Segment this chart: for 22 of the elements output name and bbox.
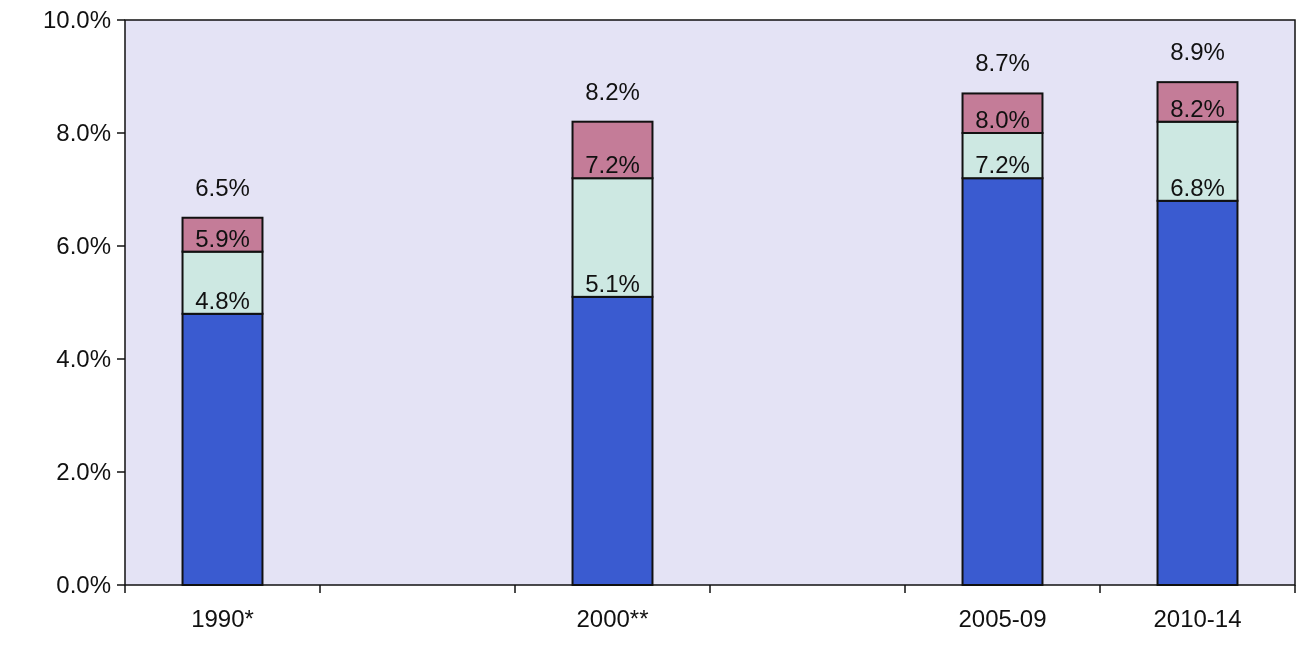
- annotation: 8.2%: [1170, 94, 1225, 122]
- y-tick-label: 2.0%: [56, 458, 111, 486]
- annotation: 7.2%: [975, 151, 1030, 179]
- y-tick-label: 8.0%: [56, 119, 111, 147]
- x-tick-label: 2010-14: [1153, 605, 1242, 632]
- x-tick-label: 2005-09: [958, 605, 1047, 632]
- annotation: 5.9%: [195, 224, 250, 252]
- annotation: 8.0%: [975, 106, 1030, 133]
- y-tick-label: 6.0%: [56, 232, 111, 260]
- annotation: 5.1%: [585, 269, 640, 297]
- total-label: 8.2%: [585, 77, 640, 105]
- total-label: 8.9%: [1170, 38, 1225, 66]
- total-label: 8.7%: [975, 49, 1030, 77]
- annotation: 6.8%: [1170, 173, 1225, 201]
- total-label: 6.5%: [195, 173, 250, 201]
- y-tick-label: 4.0%: [56, 345, 111, 373]
- annotation: 7.2%: [585, 151, 640, 179]
- annotation: 4.8%: [195, 286, 250, 314]
- x-tick-label: 2000**: [576, 605, 649, 632]
- x-tick-label: 1990*: [191, 605, 254, 632]
- y-tick-label: 10.0%: [42, 6, 111, 34]
- y-tick-label: 0.0%: [56, 571, 111, 599]
